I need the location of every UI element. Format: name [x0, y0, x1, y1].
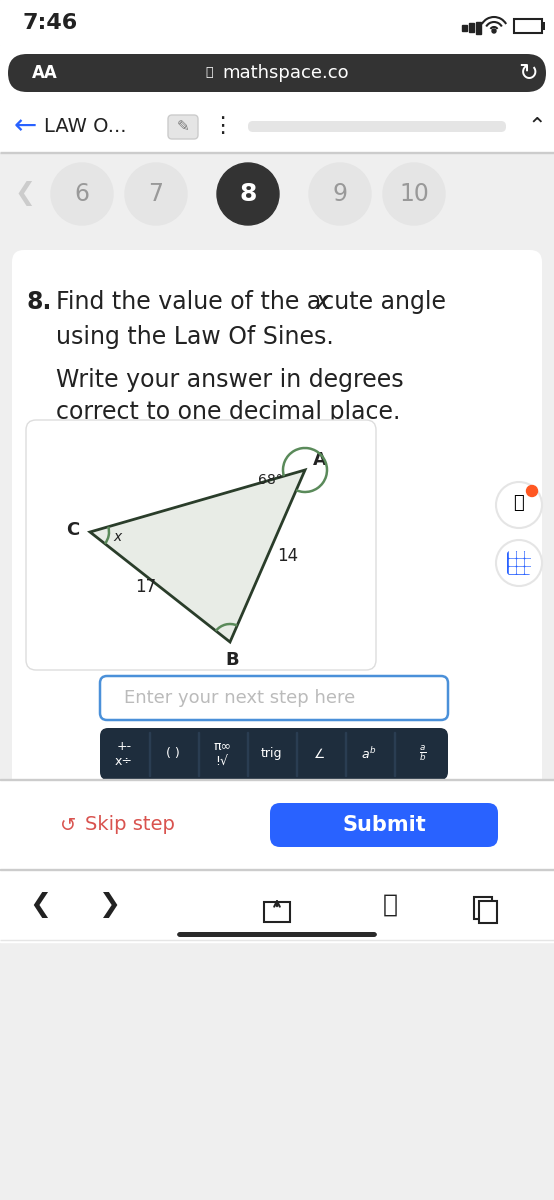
Text: A: A — [313, 451, 327, 469]
FancyBboxPatch shape — [168, 115, 198, 139]
Bar — [0, 152, 554, 235]
Text: ✎: ✎ — [177, 120, 189, 134]
Bar — [525, 551, 531, 557]
Text: ❮: ❮ — [14, 181, 35, 206]
Bar — [479, 901, 497, 923]
Text: 📖: 📖 — [382, 893, 398, 917]
Text: ❯: ❯ — [99, 892, 121, 918]
Text: LAW O...: LAW O... — [44, 116, 126, 136]
Bar — [198, 732, 199, 776]
Bar — [517, 559, 523, 565]
Circle shape — [496, 482, 542, 528]
Bar — [517, 566, 523, 572]
FancyBboxPatch shape — [177, 932, 377, 937]
Text: AA: AA — [32, 64, 58, 82]
Text: 17: 17 — [135, 578, 157, 596]
Text: 7: 7 — [148, 182, 163, 206]
Text: Write your answer in degrees: Write your answer in degrees — [56, 368, 404, 392]
Bar — [0, 870, 554, 940]
Bar — [0, 940, 554, 942]
Circle shape — [383, 163, 445, 226]
Bar — [517, 551, 523, 557]
Bar — [474, 898, 492, 919]
Bar — [525, 559, 531, 565]
Text: 10: 10 — [399, 182, 429, 206]
Text: 💡: 💡 — [514, 494, 525, 512]
FancyBboxPatch shape — [507, 551, 531, 575]
Text: ↺: ↺ — [60, 816, 76, 834]
Bar — [247, 732, 248, 776]
FancyBboxPatch shape — [100, 676, 448, 720]
Text: x: x — [113, 530, 121, 544]
Bar — [264, 902, 290, 922]
FancyBboxPatch shape — [270, 803, 498, 847]
Bar — [462, 25, 467, 31]
Bar — [476, 22, 481, 34]
Text: ←: ← — [14, 112, 37, 140]
Text: x: x — [316, 290, 330, 314]
Bar — [514, 19, 542, 32]
Text: 8.: 8. — [26, 290, 52, 314]
Text: 68°: 68° — [258, 473, 283, 487]
Text: B: B — [225, 650, 239, 670]
Text: Find the value of the acute angle: Find the value of the acute angle — [56, 290, 454, 314]
Text: $a^b$: $a^b$ — [361, 746, 377, 762]
Bar — [509, 551, 515, 557]
Circle shape — [125, 163, 187, 226]
Circle shape — [526, 486, 537, 497]
Bar — [0, 100, 554, 152]
Text: trig: trig — [260, 748, 282, 761]
Bar — [509, 559, 515, 565]
Text: ⌃: ⌃ — [528, 116, 546, 136]
Text: 8: 8 — [239, 182, 257, 206]
Text: 9: 9 — [332, 182, 347, 206]
Text: 6: 6 — [74, 182, 90, 206]
FancyBboxPatch shape — [8, 54, 546, 92]
Circle shape — [309, 163, 371, 226]
Text: correct to one decimal place.: correct to one decimal place. — [56, 400, 401, 424]
Circle shape — [492, 29, 496, 32]
FancyBboxPatch shape — [100, 728, 448, 780]
Text: Enter your next step here: Enter your next step here — [124, 689, 355, 707]
Text: Skip step: Skip step — [85, 816, 175, 834]
Text: ( ): ( ) — [166, 748, 180, 761]
Text: 7:46: 7:46 — [22, 13, 77, 32]
Bar — [394, 732, 395, 776]
Bar — [296, 732, 297, 776]
Bar — [542, 22, 545, 30]
FancyBboxPatch shape — [12, 250, 542, 920]
Text: ∠: ∠ — [314, 748, 326, 761]
Bar — [0, 44, 554, 100]
Circle shape — [217, 163, 279, 226]
Text: 14: 14 — [277, 547, 298, 565]
FancyBboxPatch shape — [26, 420, 376, 670]
Bar — [525, 566, 531, 572]
Text: C: C — [66, 521, 80, 539]
Polygon shape — [90, 470, 305, 642]
Bar — [509, 566, 515, 572]
Bar — [0, 0, 554, 44]
Circle shape — [51, 163, 113, 226]
Bar — [0, 780, 554, 870]
Text: Submit: Submit — [342, 815, 426, 835]
Bar — [149, 732, 150, 776]
Text: ↻: ↻ — [518, 61, 538, 85]
Text: ⋮: ⋮ — [211, 116, 233, 136]
Text: using the Law Of Sines.: using the Law Of Sines. — [56, 325, 334, 349]
Text: 🔒: 🔒 — [205, 66, 213, 79]
Bar — [345, 732, 346, 776]
Circle shape — [496, 540, 542, 586]
Text: +-
x÷: +- x÷ — [115, 740, 133, 768]
Bar — [469, 23, 474, 32]
FancyBboxPatch shape — [248, 121, 506, 132]
Text: mathspace.co: mathspace.co — [222, 64, 348, 82]
Text: ❮: ❮ — [29, 892, 51, 918]
Text: $\frac{a}{b}$: $\frac{a}{b}$ — [419, 744, 427, 764]
Text: π∞
!√: π∞ !√ — [213, 740, 231, 768]
